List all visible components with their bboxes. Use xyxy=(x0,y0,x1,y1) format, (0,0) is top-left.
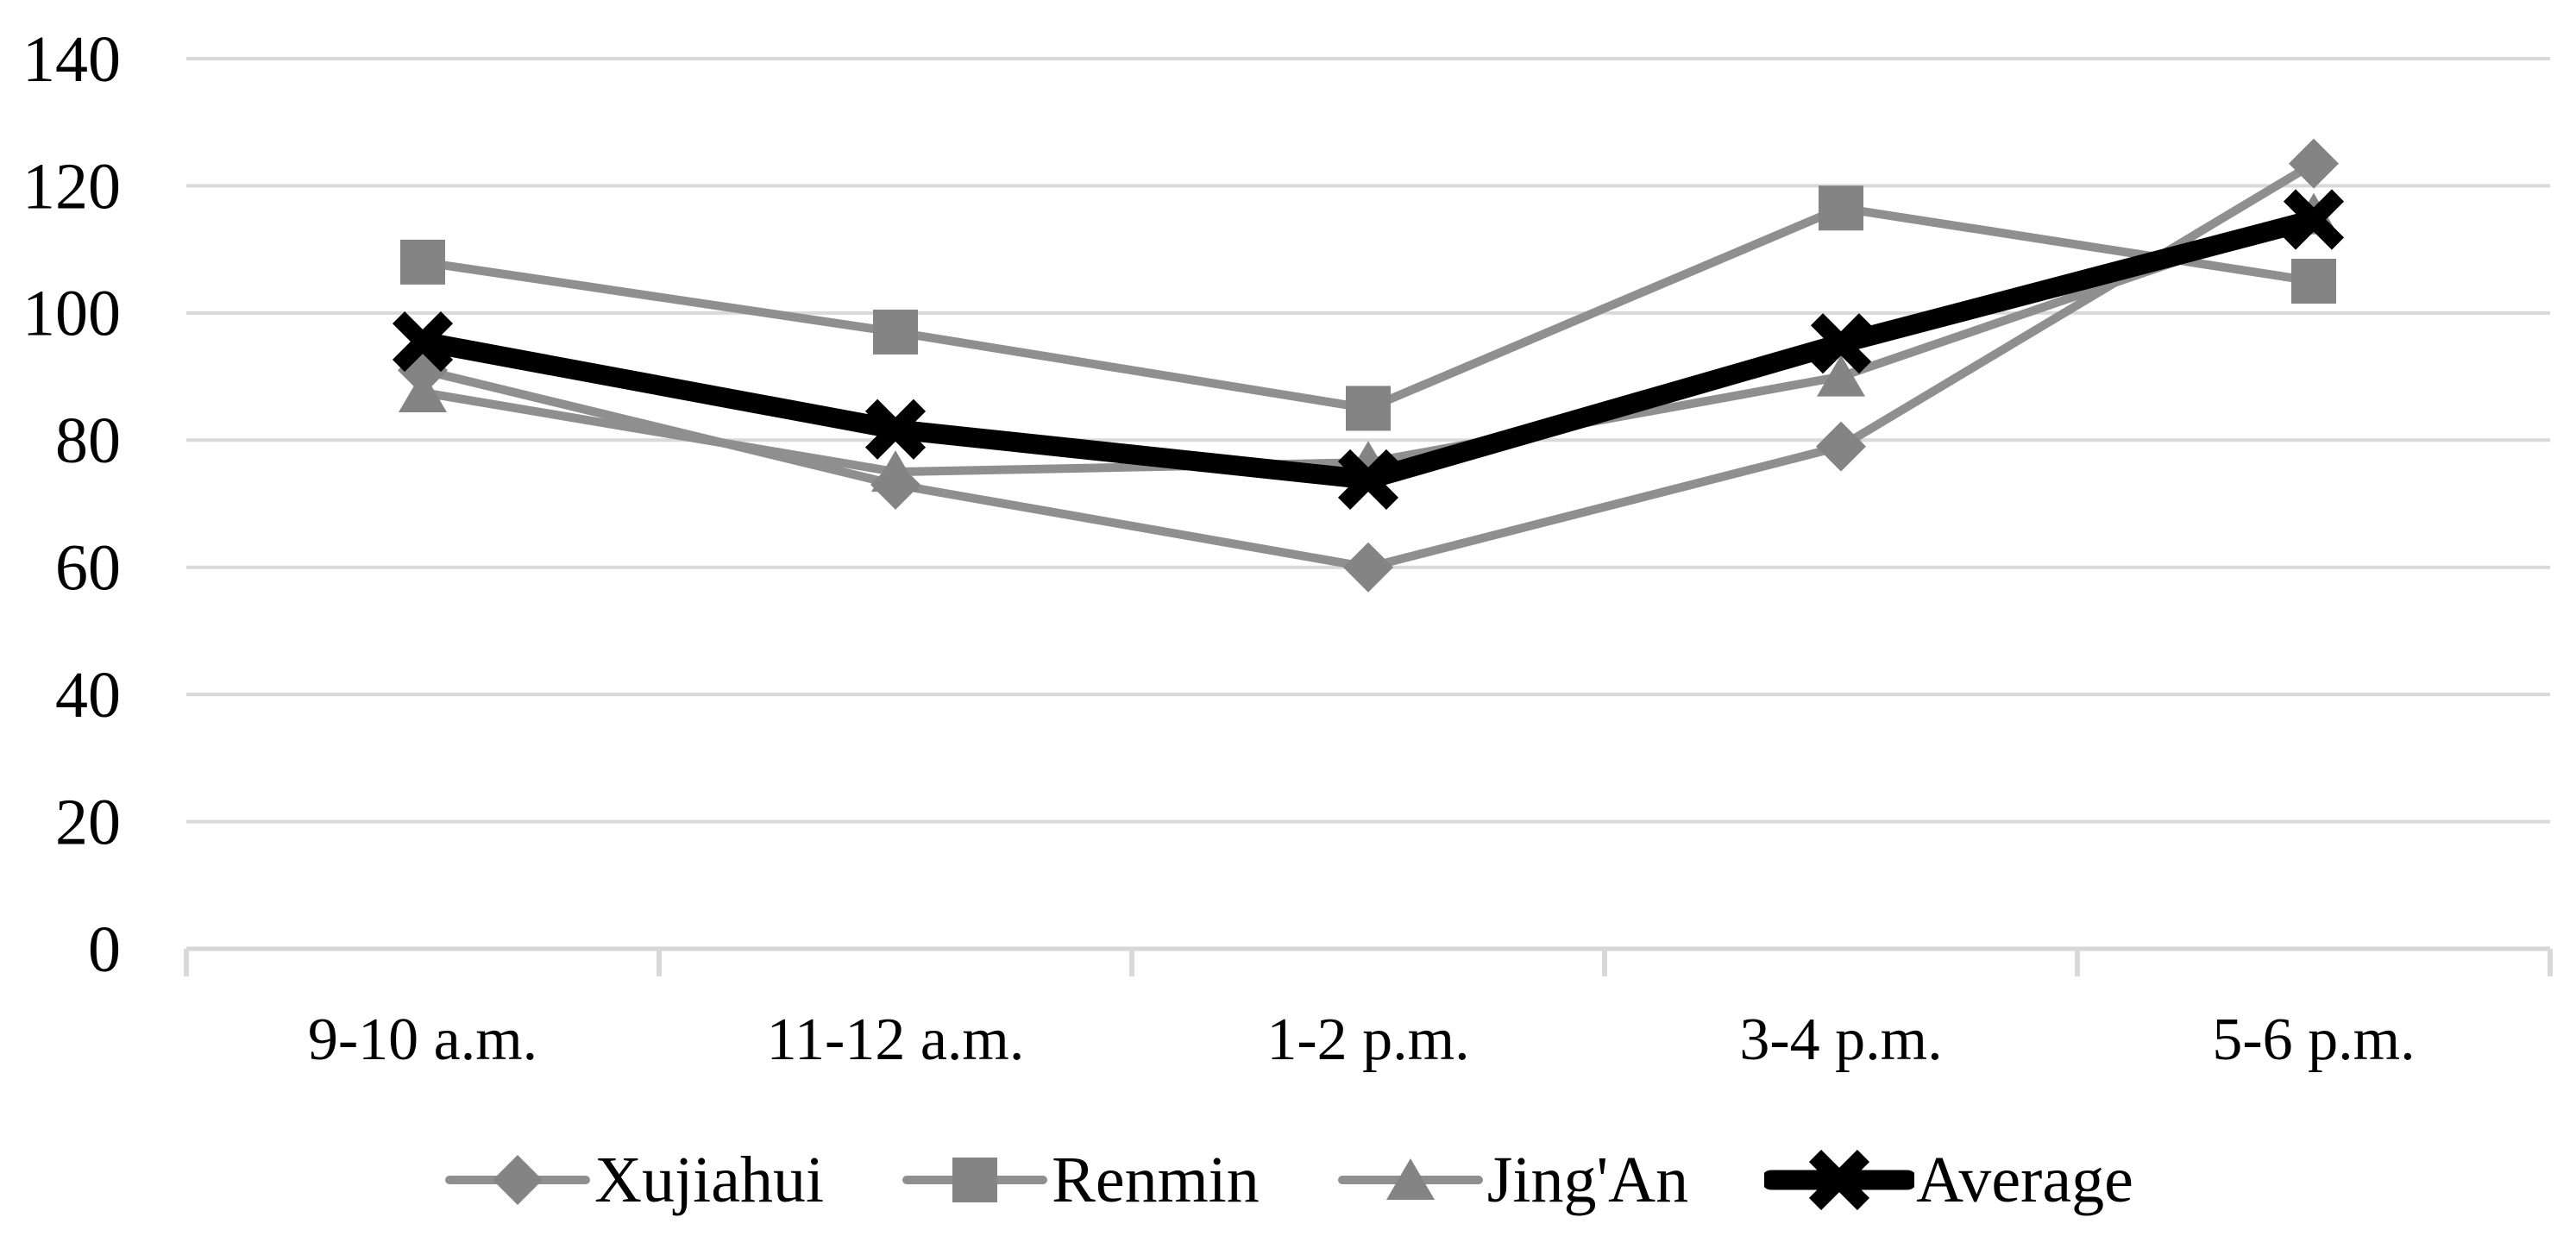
legend-square-marker-icon xyxy=(902,1158,1048,1202)
marker-Renmin-0 xyxy=(400,239,445,285)
legend-marker-Jing'An xyxy=(1385,1158,1435,1200)
marker-Jing'An-1 xyxy=(871,450,920,493)
x-tick-label-2: 1-2 p.m. xyxy=(1266,1007,1469,1073)
legend-item-Renmin: Renmin xyxy=(900,1140,1260,1220)
series-line-Xujiahui xyxy=(418,159,2318,572)
y-tick-label-0: 0 xyxy=(88,913,121,986)
series-Average xyxy=(392,189,2345,511)
legend-item-Jing'An: Jing'An xyxy=(1335,1140,1688,1220)
legend-marker-Renmin xyxy=(952,1158,998,1202)
y-tick-label-140: 140 xyxy=(22,23,121,96)
marker-Renmin-3 xyxy=(1819,185,1863,231)
legend-marker-Xujiahui xyxy=(493,1155,543,1205)
legend-x-marker-icon xyxy=(1764,1149,1915,1211)
legend-label-Average: Average xyxy=(1916,1144,2133,1216)
series-Renmin xyxy=(400,185,2336,431)
marker-Xujiahui-2 xyxy=(1343,542,1393,593)
y-tick-label-60: 60 xyxy=(55,532,121,605)
x-tick-label-4: 5-6 p.m. xyxy=(2212,1007,2415,1073)
legend-triangle-marker-icon xyxy=(1337,1158,1483,1200)
marker-Jing'An-3 xyxy=(1817,355,1865,397)
marker-Average-1 xyxy=(864,398,927,460)
marker-Renmin-4 xyxy=(2291,259,2336,304)
x-tick-label-1: 11-12 a.m. xyxy=(767,1007,1025,1073)
series-Xujiahui xyxy=(398,138,2339,593)
legend-item-Xujiahui: Xujiahui xyxy=(443,1140,824,1220)
series-line-Jing'An xyxy=(418,210,2318,477)
marker-Xujiahui-4 xyxy=(2289,138,2339,189)
legend-diamond-marker-icon xyxy=(445,1155,591,1205)
chart-legend: Xujiahui Renmin Jing'An Average xyxy=(0,1140,2576,1220)
legend-item-Average: Average xyxy=(1764,1140,2133,1220)
marker-Average-0 xyxy=(392,311,454,373)
y-tick-label-80: 80 xyxy=(55,405,121,477)
legend-marker-Average xyxy=(1809,1149,1870,1211)
marker-Xujiahui-3 xyxy=(1816,421,1866,472)
marker-Jing'An-0 xyxy=(399,371,447,412)
legend-label-Jing'An: Jing'An xyxy=(1486,1144,1689,1216)
legend-label-Renmin: Renmin xyxy=(1052,1144,1260,1216)
marker-Average-2 xyxy=(1337,449,1399,511)
marker-Average-4 xyxy=(2283,189,2345,250)
marker-Renmin-2 xyxy=(1346,386,1391,431)
x-tick-label-0: 9-10 a.m. xyxy=(308,1007,537,1073)
x-tick-label-3: 3-4 p.m. xyxy=(1739,1007,1942,1073)
y-tick-label-20: 20 xyxy=(55,786,121,858)
marker-Average-3 xyxy=(1810,313,1872,374)
y-tick-label-120: 120 xyxy=(22,150,121,223)
y-tick-label-100: 100 xyxy=(22,278,121,350)
marker-Renmin-1 xyxy=(873,309,918,355)
legend-label-Xujiahui: Xujiahui xyxy=(594,1144,825,1216)
y-tick-label-40: 40 xyxy=(55,659,121,731)
